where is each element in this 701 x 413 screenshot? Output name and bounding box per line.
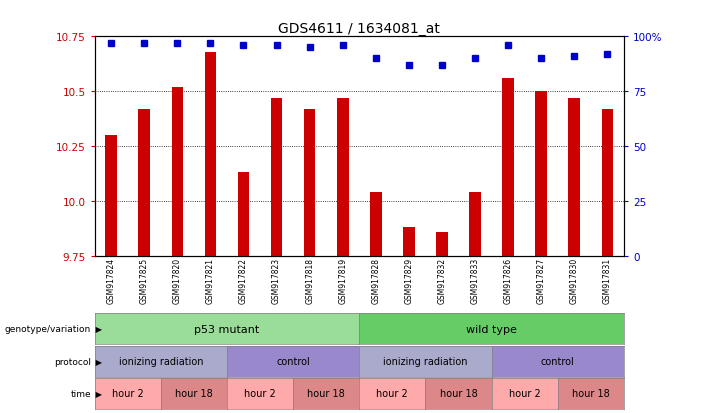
Bar [238, 173, 250, 256]
Bar [536, 92, 547, 256]
Text: ionizing radiation: ionizing radiation [118, 356, 203, 366]
Text: ionizing radiation: ionizing radiation [383, 356, 468, 366]
Text: hour 2: hour 2 [112, 388, 144, 399]
Text: wild type: wild type [466, 324, 517, 334]
Bar [601, 109, 613, 256]
Text: protocol: protocol [54, 357, 91, 366]
Bar [469, 192, 481, 256]
Bar [436, 232, 448, 256]
Bar [370, 192, 381, 256]
Text: ▶: ▶ [93, 357, 102, 366]
Text: genotype/variation: genotype/variation [5, 325, 91, 333]
Text: control: control [276, 356, 310, 366]
Text: time: time [71, 389, 91, 398]
Bar [172, 88, 183, 256]
Bar [304, 109, 315, 256]
Bar [139, 109, 150, 256]
Text: p53 mutant: p53 mutant [194, 324, 259, 334]
Text: hour 2: hour 2 [376, 388, 408, 399]
Bar [105, 135, 117, 256]
Text: hour 18: hour 18 [440, 388, 477, 399]
Text: ▶: ▶ [93, 325, 102, 333]
Text: hour 18: hour 18 [572, 388, 610, 399]
Text: ▶: ▶ [93, 389, 102, 398]
Text: hour 2: hour 2 [509, 388, 540, 399]
Text: hour 18: hour 18 [307, 388, 345, 399]
Text: hour 18: hour 18 [175, 388, 212, 399]
Bar [403, 228, 415, 256]
Bar [271, 98, 283, 256]
Text: control: control [541, 356, 575, 366]
Bar [503, 79, 514, 256]
Bar [337, 98, 348, 256]
Bar [569, 98, 580, 256]
Bar [205, 52, 216, 256]
Title: GDS4611 / 1634081_at: GDS4611 / 1634081_at [278, 22, 440, 36]
Text: hour 2: hour 2 [244, 388, 276, 399]
